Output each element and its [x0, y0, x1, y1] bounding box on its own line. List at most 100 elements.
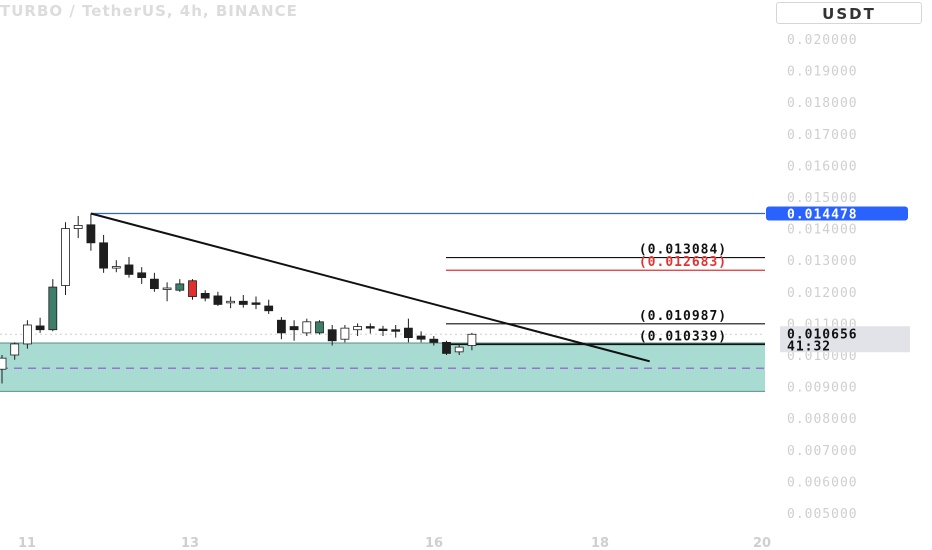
x-tick-label: 11 — [18, 536, 36, 550]
level-label: (0.012683) — [639, 255, 727, 270]
y-tick-label: 0.020000 — [787, 33, 858, 48]
y-tick-label: 0.016000 — [787, 159, 858, 174]
candle — [188, 279, 197, 300]
candle — [0, 355, 7, 384]
candle — [365, 323, 375, 334]
high-price-tag — [766, 206, 908, 221]
y-tick-label: 0.014000 — [787, 223, 858, 238]
candle-body — [226, 300, 236, 304]
candle — [327, 324, 337, 346]
candle-body — [442, 341, 451, 354]
candle-body — [429, 338, 439, 343]
x-tick-label: 20 — [753, 536, 771, 550]
candle-body — [162, 287, 172, 290]
y-tick-label: 0.007000 — [787, 444, 858, 459]
candle — [73, 215, 83, 239]
candle-body — [22, 324, 32, 345]
candle — [213, 291, 223, 307]
candle — [200, 290, 210, 302]
x-tick-label: 18 — [591, 536, 609, 550]
candle-body — [365, 326, 375, 329]
candle-body — [111, 266, 121, 269]
candles-layer — [0, 213, 477, 384]
candle-body — [302, 321, 312, 334]
candle — [22, 320, 32, 349]
x-tick-label: 13 — [181, 536, 199, 550]
candle-body — [213, 295, 223, 305]
candle-body — [124, 264, 134, 275]
time-axis: 11 13 16 18 20 — [18, 536, 771, 550]
y-tick-label: 0.005000 — [787, 507, 858, 522]
y-tick-label: 0.010000 — [787, 349, 858, 364]
candle-body — [353, 326, 363, 331]
candle-body — [0, 357, 7, 370]
candle-body — [340, 327, 350, 340]
candle-body — [86, 224, 96, 244]
y-tick-label: 0.012000 — [787, 286, 858, 301]
candle-body — [403, 327, 413, 339]
candle — [276, 317, 286, 340]
currency-button[interactable]: USDT — [776, 2, 922, 24]
level-labels-layer: (0.013084)(0.012683) (0.010987) (0.010339) — [639, 243, 727, 345]
level-label: (0.010339) — [639, 329, 727, 344]
candle-body — [416, 335, 426, 340]
candle — [61, 222, 70, 295]
demand-zone-layer — [0, 342, 765, 392]
candle-body — [137, 272, 147, 278]
current-price-tag — [780, 326, 910, 353]
candle — [442, 340, 451, 355]
candle — [124, 257, 134, 278]
demand-zone — [0, 342, 765, 392]
candle — [302, 318, 312, 337]
candle — [403, 318, 413, 343]
y-tick-label: 0.015000 — [787, 191, 858, 206]
candle — [454, 343, 464, 355]
candle-body — [454, 346, 464, 353]
chart-title: TURBO / TetherUS, 4h, BINANCE — [0, 2, 298, 20]
candle-body — [289, 326, 299, 331]
candle-body — [200, 292, 210, 299]
candle — [149, 272, 159, 292]
candle-body — [327, 329, 337, 342]
candle — [315, 320, 324, 335]
y-tick-label: 0.008000 — [787, 412, 858, 427]
candle — [289, 320, 299, 341]
candle — [264, 299, 274, 314]
candle — [226, 296, 236, 309]
candle-body — [391, 329, 401, 332]
candle-body — [251, 302, 261, 305]
candle-body — [315, 321, 324, 334]
candle — [86, 213, 96, 251]
candle — [35, 317, 45, 333]
candle-body — [264, 305, 274, 312]
trendline — [90, 212, 650, 363]
x-tick-label: 16 — [425, 536, 443, 550]
candle — [137, 267, 147, 284]
candle — [353, 323, 363, 337]
candle — [162, 282, 172, 302]
candle — [429, 336, 439, 346]
candle — [175, 279, 185, 292]
candle — [10, 342, 20, 360]
candle — [111, 260, 121, 273]
current-price-label: 0.010656 — [787, 327, 858, 342]
candle — [251, 296, 261, 310]
candle-body — [188, 280, 197, 297]
candle-body — [99, 242, 108, 269]
candle-body — [48, 286, 58, 331]
candle — [416, 331, 426, 343]
candle — [238, 294, 248, 308]
level-label: (0.010987) — [639, 309, 727, 324]
y-tick-label: 0.017000 — [787, 128, 858, 143]
candle-body — [378, 328, 388, 331]
candle — [48, 279, 58, 332]
y-tick-label: 0.018000 — [787, 96, 858, 111]
countdown-label: 41:32 — [787, 339, 831, 354]
candle-body — [35, 325, 45, 331]
candle-body — [238, 300, 248, 305]
candle — [467, 332, 477, 351]
y-tick-label: 0.009000 — [787, 381, 858, 396]
candle-body — [175, 283, 185, 291]
y-tick-label: 0.013000 — [787, 254, 858, 269]
